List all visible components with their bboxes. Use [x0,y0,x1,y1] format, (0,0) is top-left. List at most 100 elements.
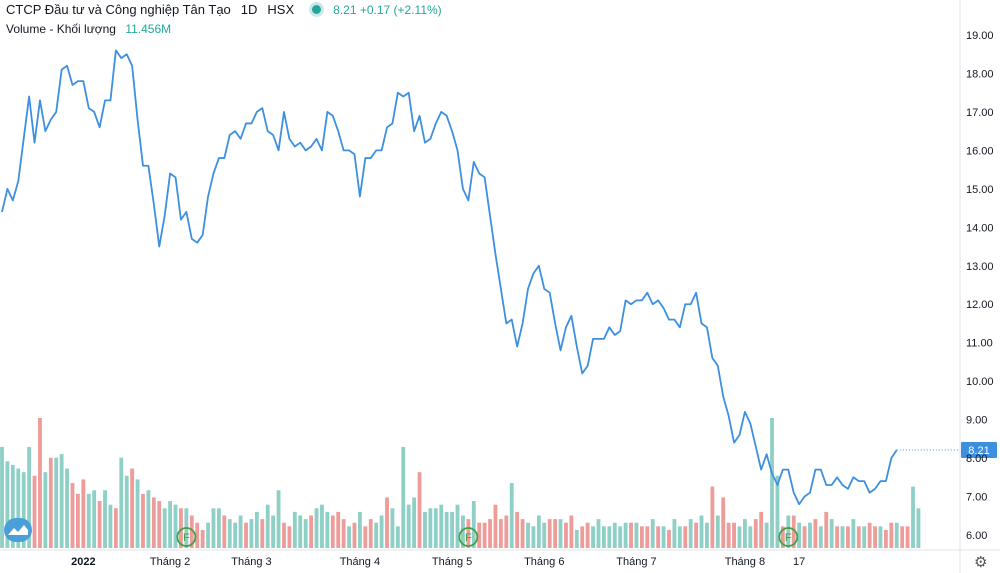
volume-bar [683,526,688,548]
volume-bar [309,515,313,548]
price-line [1,49,898,506]
volume-bar [840,526,845,548]
volume-bar [667,529,671,548]
volume-bar [818,526,823,548]
volume-bar [390,508,395,548]
volume-bar [526,522,530,548]
volume-bar [542,522,547,548]
volume-bar [726,522,731,548]
volume-bar [705,522,709,548]
volume-bar [504,515,509,548]
tradingview-logo-icon[interactable] [4,518,32,542]
volume-bar [743,519,747,548]
volume-bar [423,511,427,548]
volume-bar [168,501,173,548]
volume-bar [352,522,357,548]
volume-bar [661,526,666,548]
volume-bar [179,508,183,548]
volume-bar [498,519,503,548]
volume-bar [477,522,482,548]
volume-bar [195,522,200,548]
volume-bar [564,522,568,548]
volume-bar [27,446,32,548]
volume-bar [829,519,834,548]
volume-bar [206,522,210,548]
volume-bar [824,511,829,548]
volume-bar [254,511,259,548]
volume-bar [48,457,53,548]
volume-bar [813,519,818,548]
y-tick-label: 12.00 [966,299,994,311]
x-tick-label: Tháng 7 [616,556,656,568]
volume-bar [721,497,726,548]
volume-bar [260,519,265,548]
volume-bar [43,472,48,548]
volume-bar [10,464,15,548]
volume-bar [395,526,400,548]
volume-bar [16,468,21,548]
volume-bar [520,519,525,548]
volume-bar [894,522,899,548]
gear-icon[interactable]: ⚙ [974,554,988,571]
y-tick-label: 9.00 [966,415,987,427]
volume-bar [580,526,585,548]
volume-bar [775,475,780,548]
volume-bar [5,461,10,548]
volume-bar [737,526,742,548]
interval-label[interactable]: 1D [240,2,258,17]
volume-bar [444,511,449,548]
volume-bar [536,515,541,548]
volume-bar [515,511,520,548]
y-tick-label: 13.00 [966,261,994,273]
y-tick-label: 8.00 [966,453,987,465]
volume-bar [558,519,563,548]
volume-bar [618,526,623,548]
volume-bar [835,526,840,548]
event-marker [176,527,197,547]
volume-bar [791,515,796,548]
volume-bar [808,522,812,548]
volume-bar [227,519,232,548]
volume-bar [802,526,807,548]
volume-bar [38,418,42,548]
volume-bar [634,522,639,548]
volume-bar [81,479,86,548]
volume-bar [645,526,650,548]
volume-bar [330,515,335,548]
exchange-label: HSX [267,2,295,17]
volume-bar [162,508,167,548]
volume-bar [113,508,118,548]
volume-bar [591,526,595,548]
volume-bar [244,522,248,548]
volume-bar [124,475,129,548]
volume-bar [780,526,785,548]
volume-value: 11.456M [125,22,172,36]
volume-bar [406,504,411,548]
volume-bar [146,490,151,548]
volume-bar [629,522,633,548]
volume-bar [688,519,693,548]
volume-bar [54,457,59,548]
volume-bar [282,522,286,548]
volume-bar [797,522,802,548]
volume-bar [21,472,26,548]
volume-bar [341,519,346,548]
volume-bar [385,497,389,548]
volume-bar [883,529,888,548]
volume-bar [656,526,661,548]
y-tick-label: 17.00 [966,107,994,119]
y-tick-label: 16.00 [966,145,994,157]
volume-bar [878,526,883,548]
last-price-label: 8.21 [968,445,989,457]
volume-bar [200,529,205,548]
volume-bar [222,515,227,548]
volume-bar [547,519,552,548]
volume-bar [466,519,471,548]
volume-bar [699,515,704,548]
volume-bar [677,526,682,548]
market-status-icon [312,5,322,14]
volume-legend: Volume - Khối lượng 11.456M [6,22,171,36]
volume-bar [412,497,417,548]
volume-bar [265,504,270,548]
